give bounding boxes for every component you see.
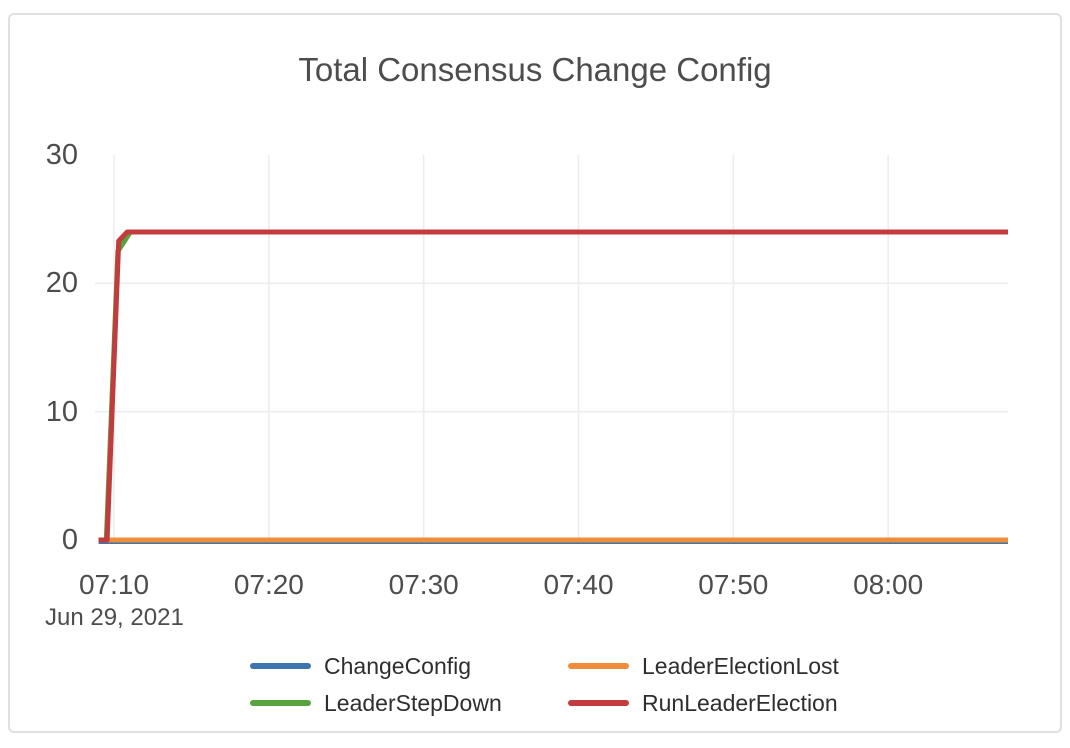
legend-swatch-leaderelectionlost-icon (568, 663, 629, 669)
legend-swatch-leaderstepdown-icon (250, 700, 311, 706)
legend: ChangeConfig LeaderElectionLost LeaderSt… (250, 652, 839, 717)
legend-item-leaderelectionlost[interactable]: LeaderElectionLost (568, 652, 839, 680)
chart-title: Total Consensus Change Config (298, 51, 772, 88)
legend-label-leaderelectionlost: LeaderElectionLost (642, 652, 839, 679)
series-line-leaderstepdown (98, 229, 1008, 543)
series-line-runleaderelection (98, 229, 1008, 543)
x-axis-tick-0710: 07:10 (78, 569, 150, 600)
legend-swatch-runleaderelection-icon (568, 700, 629, 706)
legend-item-leaderstepdown[interactable]: LeaderStepDown (250, 689, 568, 717)
x-axis-tick-0720: 07:20 (233, 569, 304, 600)
y-axis-tick-20: 20 (45, 267, 78, 299)
legend-label-changeconfig: ChangeConfig (324, 652, 472, 679)
y-axis-tick-0: 0 (61, 524, 78, 556)
x-axis-tick-0740: 07:40 (543, 569, 614, 600)
x-axis-tick-0730: 07:30 (388, 569, 459, 600)
legend-swatch-changeconfig-icon (250, 663, 311, 669)
legend-item-runleaderelection[interactable]: RunLeaderElection (568, 689, 839, 717)
x-axis-tick-0750: 07:50 (698, 569, 769, 600)
y-axis-tick-10: 10 (45, 396, 78, 428)
legend-label-runleaderelection: RunLeaderElection (642, 689, 838, 716)
x-axis-tick-0800: 08:00 (853, 569, 924, 600)
x-axis-date-label: Jun 29, 2021 (45, 604, 184, 631)
legend-label-leaderstepdown: LeaderStepDown (324, 689, 502, 716)
y-axis-tick-30: 30 (45, 139, 78, 171)
chart-card-border (8, 13, 1062, 733)
legend-item-changeconfig[interactable]: ChangeConfig (250, 652, 568, 680)
